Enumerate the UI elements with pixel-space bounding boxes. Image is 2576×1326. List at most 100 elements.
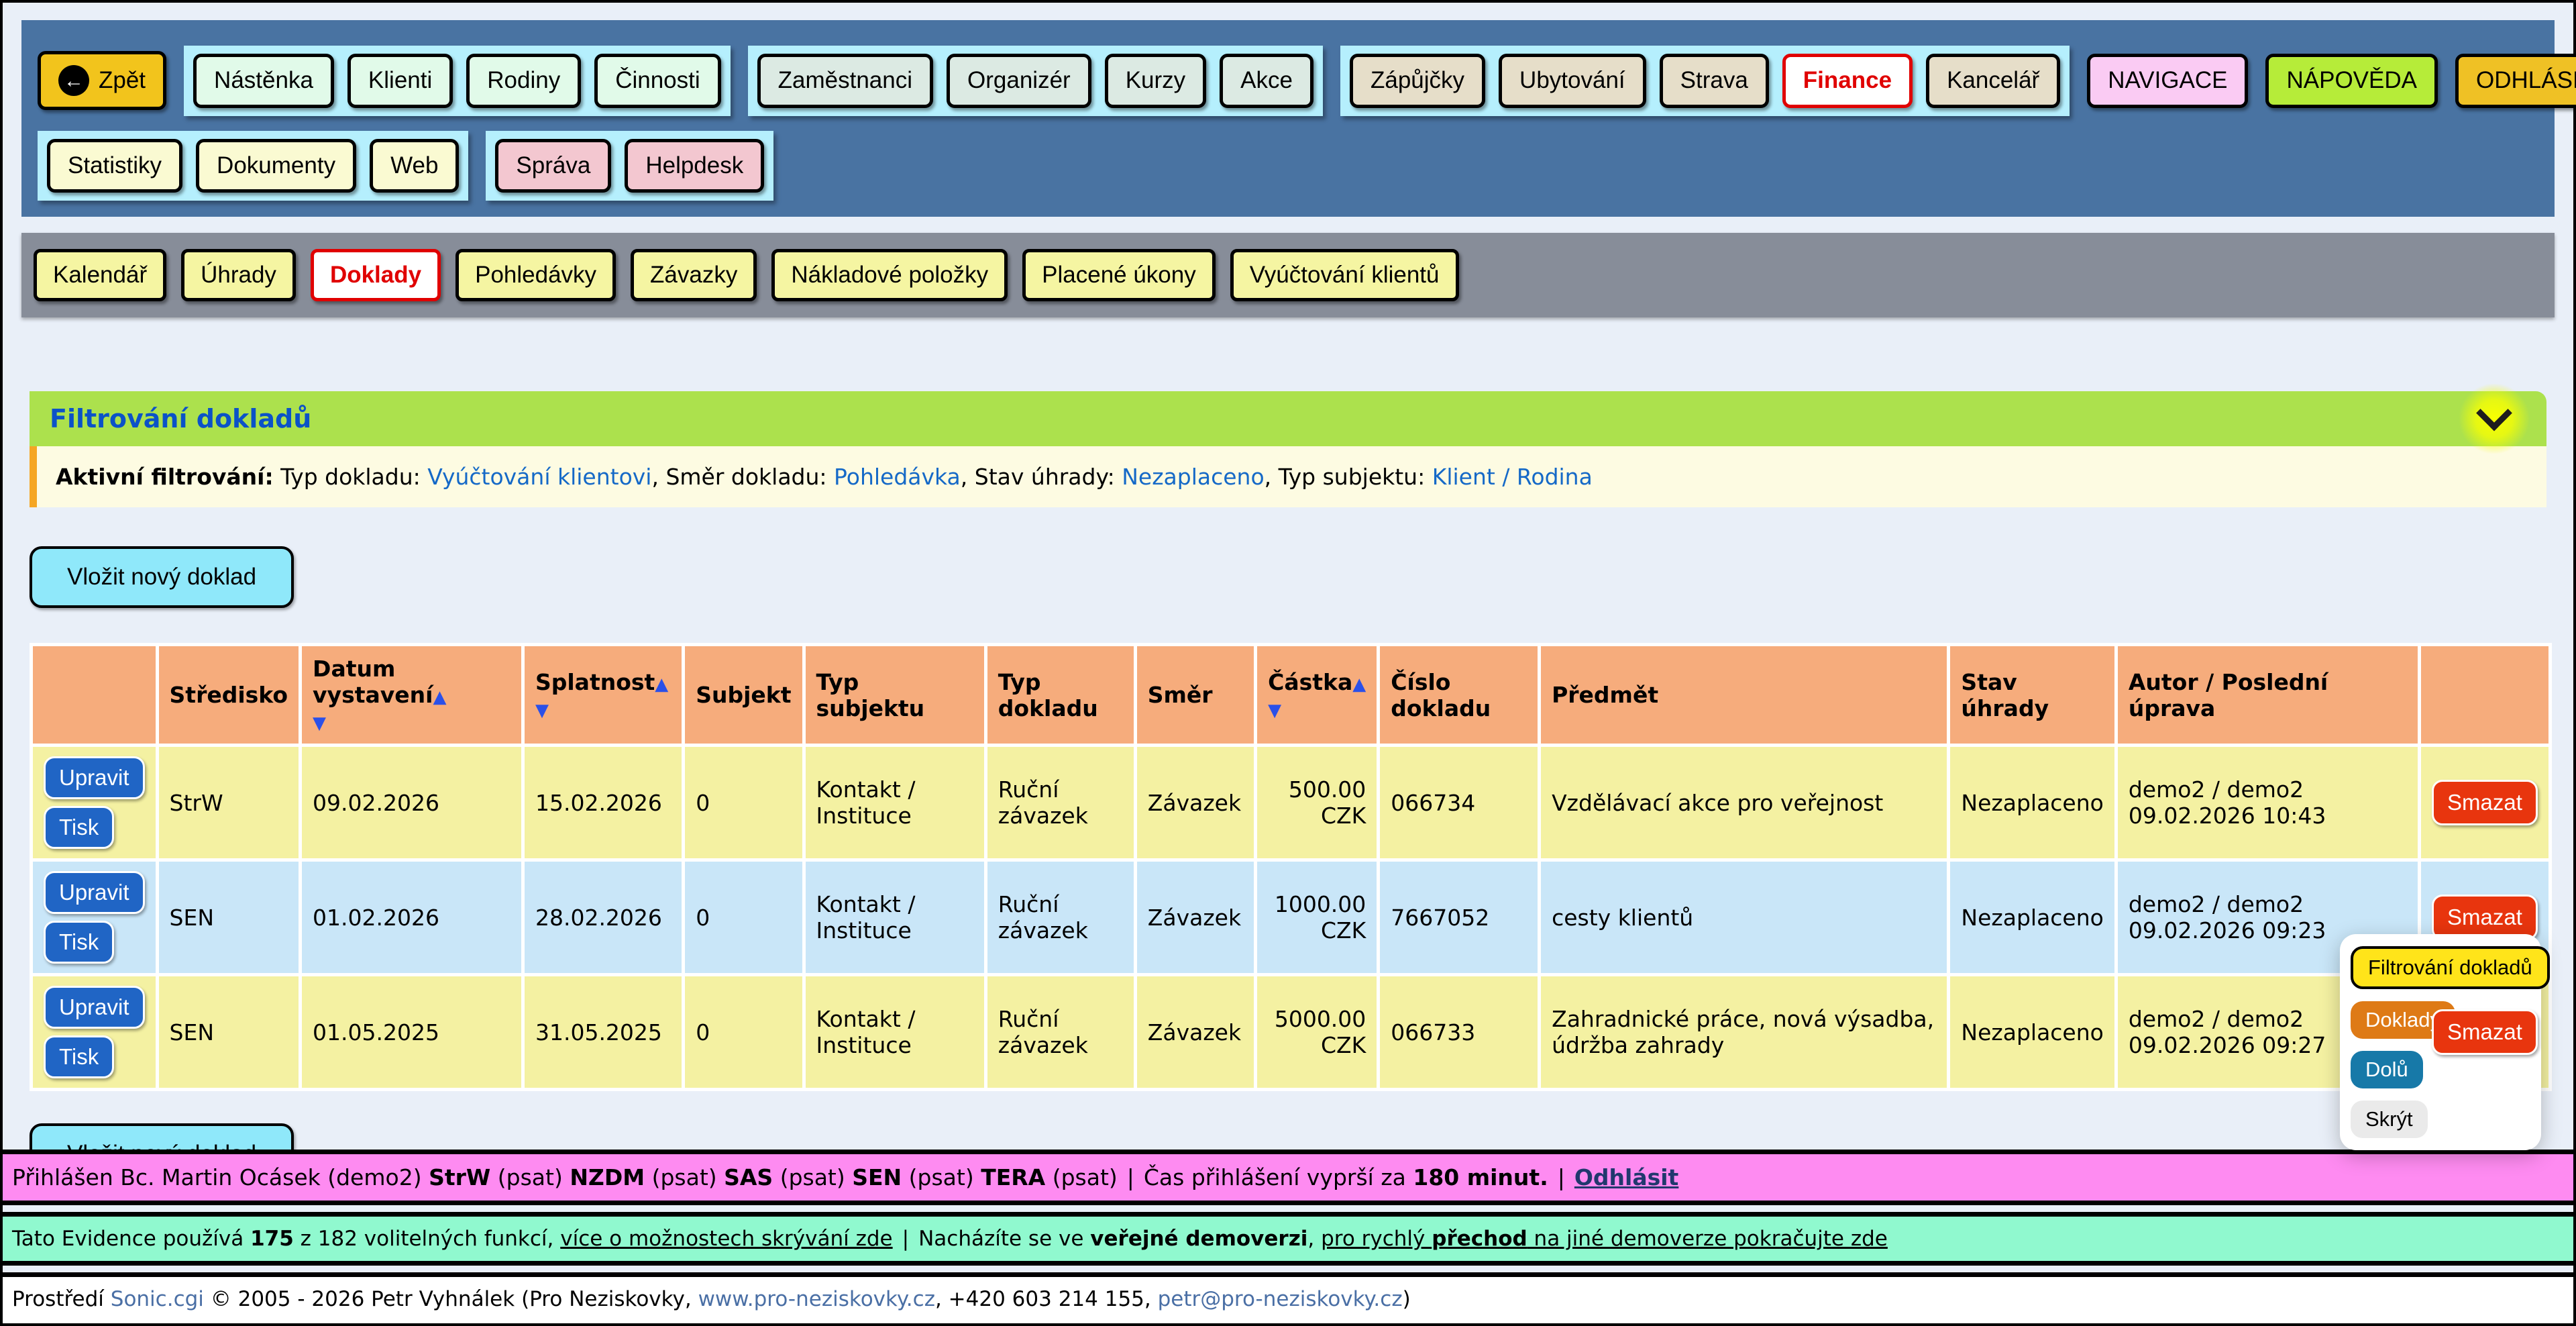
delete-button[interactable]: Smazat: [2432, 895, 2538, 940]
tab-kalendar[interactable]: Kalendář: [34, 249, 167, 301]
collapse-filter-button[interactable]: [2459, 384, 2529, 454]
filter-link-typ-subjektu[interactable]: Klient / Rodina: [1432, 464, 1593, 490]
sort-desc-icon[interactable]: ▼: [535, 700, 549, 721]
hiding-options-link[interactable]: více o možnostech skrývání zde: [560, 1227, 893, 1251]
nav-item-zapujcky[interactable]: Zápůjčky: [1349, 54, 1486, 108]
header-stav-uhrady: Stav úhrady: [1950, 646, 2114, 744]
quickmenu-dolu[interactable]: Dolů: [2351, 1051, 2423, 1088]
cell-stredisko: SEN: [158, 976, 299, 1088]
tab-placene-ukony[interactable]: Placené úkony: [1022, 249, 1216, 301]
logged-in-text: Přihlášen Bc. Martin Ocásek (demo2): [12, 1164, 429, 1190]
credits-bar: Prostředí Sonic.cgi © 2005 - 2026 Petr V…: [3, 1272, 2573, 1323]
sort-desc-icon[interactable]: ▼: [1268, 700, 1282, 721]
nav-item-dokumenty[interactable]: Dokumenty: [196, 138, 357, 193]
chevron-down-icon: [2476, 395, 2512, 431]
sort-asc-icon[interactable]: ▲: [433, 687, 447, 707]
environment-text: Prostředí: [12, 1287, 111, 1311]
filter-text-1: Typ dokladu:: [273, 464, 428, 490]
demo-switch-link[interactable]: pro rychlý přechod na jiné demoverze pok…: [1321, 1227, 1888, 1251]
sort-asc-icon[interactable]: ▲: [655, 674, 669, 695]
quickmenu-skryt[interactable]: Skrýt: [2351, 1101, 2428, 1138]
tab-zavazky[interactable]: Závazky: [631, 249, 757, 301]
cell-subjekt: 0: [685, 862, 802, 973]
sort-desc-icon[interactable]: ▼: [313, 713, 327, 733]
cell-splatnost: 28.02.2026: [524, 862, 682, 973]
nav-item-cinnosti[interactable]: Činnosti: [594, 54, 721, 108]
delete-button[interactable]: Smazat: [2432, 1009, 2538, 1055]
tab-uhrady[interactable]: Úhrady: [181, 249, 296, 301]
demo-info-bar: Tato Evidence používá 175 z 182 voliteln…: [3, 1212, 2573, 1266]
email-link[interactable]: petr@pro-neziskovky.cz: [1157, 1287, 1403, 1311]
nav-item-strava[interactable]: Strava: [1659, 54, 1769, 108]
print-button[interactable]: Tisk: [44, 806, 115, 849]
active-filter-bar: Aktivní filtrování: Typ dokladu: Vyúčtov…: [30, 446, 2546, 507]
sort-asc-icon[interactable]: ▲: [1352, 674, 1366, 695]
filter-link-smer-dokladu[interactable]: Pohledávka: [834, 464, 961, 490]
back-button[interactable]: ← Zpět: [38, 51, 167, 111]
header-cislo-dokladu: Číslo dokladu: [1380, 646, 1538, 744]
header-subjekt: Subjekt: [685, 646, 802, 744]
navigace-button[interactable]: NAVIGACE: [2087, 54, 2249, 108]
documents-table: Středisko Datum vystavení▲ ▼ Splatnost▲ …: [30, 643, 2552, 1091]
nav-group-staff: Zaměstnanci Organizér Kurzy Akce: [747, 46, 1323, 116]
centre-tera: TERA: [981, 1164, 1046, 1190]
session-status-bar: Přihlášen Bc. Martin Ocásek (demo2) StrW…: [3, 1150, 2573, 1205]
nav-item-finance-active[interactable]: Finance: [1782, 54, 1913, 108]
nav-item-sprava[interactable]: Správa: [495, 138, 612, 193]
nav-item-kancelar[interactable]: Kancelář: [1926, 54, 2061, 108]
nav-item-helpdesk[interactable]: Helpdesk: [625, 138, 765, 193]
header-castka: Částka▲ ▼: [1257, 646, 1377, 744]
print-button[interactable]: Tisk: [44, 921, 115, 964]
header-typ-dokladu: Typ dokladu: [987, 646, 1134, 744]
sonic-cgi-link[interactable]: Sonic.cgi: [110, 1287, 204, 1311]
header-stredisko: Středisko: [158, 646, 299, 744]
insert-new-document-button-top[interactable]: Vložit nový doklad: [30, 546, 294, 608]
logout-link[interactable]: Odhlásit: [1574, 1164, 1679, 1190]
tab-pohledavky[interactable]: Pohledávky: [455, 249, 616, 301]
nav-item-ubytovani[interactable]: Ubytování: [1499, 54, 1646, 108]
odhlasit-button[interactable]: ODHLÁSIT: [2455, 54, 2576, 108]
phone-text: , +420 603 214 155,: [934, 1287, 1158, 1311]
demo-switch-post: na jiné demoverze pokračujte zde: [1527, 1227, 1888, 1251]
edit-button[interactable]: Upravit: [44, 986, 145, 1029]
tab-vyuctovani-klientu[interactable]: Vyúčtování klientů: [1230, 249, 1459, 301]
website-link[interactable]: www.pro-neziskovky.cz: [698, 1287, 935, 1311]
centre-nzdm: NZDM: [570, 1164, 645, 1190]
nav-item-web[interactable]: Web: [370, 138, 460, 193]
filter-header: Filtrování dokladů: [30, 384, 2546, 454]
nav-item-rodiny[interactable]: Rodiny: [466, 54, 582, 108]
nav-item-organizer[interactable]: Organizér: [947, 54, 1091, 108]
cell-stav-uhrady: Nezaplaceno: [1950, 862, 2114, 973]
tab-nakladove-polozky[interactable]: Nákladové položky: [771, 249, 1008, 301]
print-button[interactable]: Tisk: [44, 1035, 115, 1078]
cell-predmet: cesty klientů: [1541, 862, 1947, 973]
filter-link-typ-dokladu[interactable]: Vyúčtování klientovi: [427, 464, 652, 490]
edit-button[interactable]: Upravit: [44, 756, 145, 799]
nav-item-kurzy[interactable]: Kurzy: [1104, 54, 1207, 108]
filter-text-3: , Stav úhrady:: [960, 464, 1122, 490]
nav-item-statistiky[interactable]: Statistiky: [47, 138, 183, 193]
row-actions-cell: Upravit Tisk: [33, 747, 156, 858]
row-delete-cell: Smazat: [2421, 747, 2548, 858]
edit-button[interactable]: Upravit: [44, 871, 145, 914]
nav-item-zamestnanci[interactable]: Zaměstnanci: [757, 54, 934, 108]
cell-splatnost: 31.05.2025: [524, 976, 682, 1088]
demo-switch-pre: pro rychlý: [1321, 1227, 1432, 1251]
cell-splatnost: 15.02.2026: [524, 747, 682, 858]
psat-3: (psat): [773, 1164, 853, 1190]
cell-stav-uhrady: Nezaplaceno: [1950, 747, 2114, 858]
nav-item-akce[interactable]: Akce: [1220, 54, 1313, 108]
nav-item-nastenka[interactable]: Nástěnka: [193, 54, 334, 108]
nav-group-admin: Správa Helpdesk: [486, 130, 774, 201]
filter-link-stav-uhrady[interactable]: Nezaplaceno: [1122, 464, 1265, 490]
tab-doklady-active[interactable]: Doklady: [310, 249, 441, 301]
table-row: Upravit Tisk SEN 01.02.2026 28.02.2026 0…: [33, 862, 2548, 973]
delete-button[interactable]: Smazat: [2432, 780, 2538, 825]
top-navigation-bar: ← Zpět Nástěnka Klienti Rodiny Činnosti …: [21, 20, 2576, 217]
quickmenu-filtrovani-dokladu[interactable]: Filtrování dokladů: [2351, 946, 2550, 989]
nav-item-klienti[interactable]: Klienti: [347, 54, 453, 108]
session-expiry-minutes: 180 minut.: [1413, 1164, 1548, 1190]
filter-title: Filtrování dokladů: [50, 404, 312, 434]
napoveda-button[interactable]: NÁPOVĚDA: [2265, 54, 2438, 108]
